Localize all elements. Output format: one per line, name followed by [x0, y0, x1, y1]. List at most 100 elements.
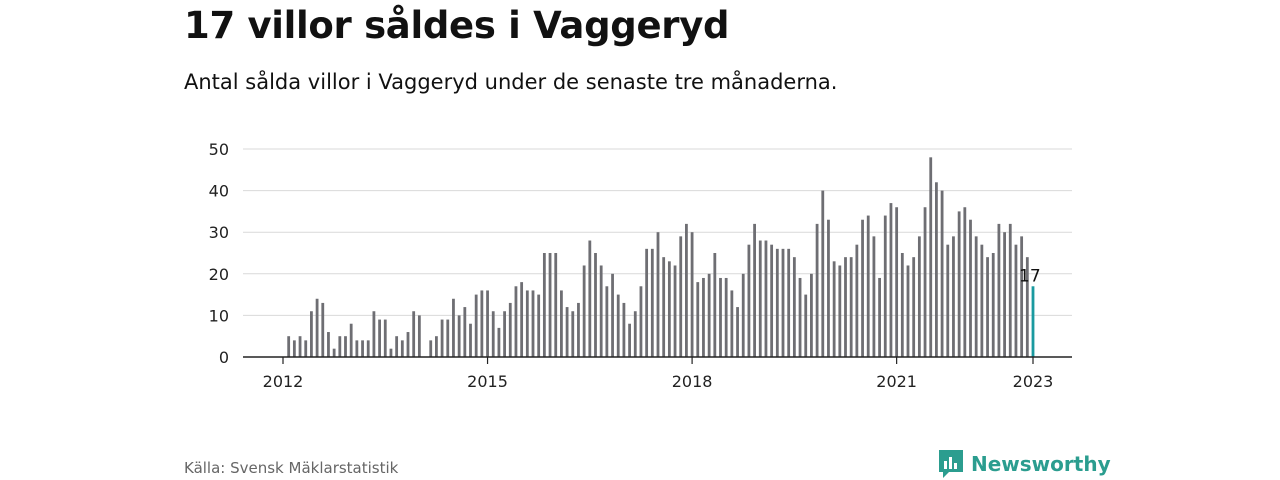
bar [452, 298, 455, 357]
bar [560, 290, 563, 357]
page-title: 17 villor såldes i Vaggeryd [184, 4, 730, 47]
bar [417, 315, 421, 357]
bar [957, 211, 961, 357]
bar [491, 311, 495, 357]
bar [855, 244, 859, 357]
bar [480, 290, 484, 357]
chart-y-ticks: 0 10 20 30 40 50 [209, 140, 229, 367]
bar [650, 248, 654, 357]
bar [781, 248, 785, 357]
bar [292, 340, 296, 357]
bar [861, 219, 864, 357]
bar [463, 307, 467, 357]
bar [327, 332, 330, 357]
bar [974, 236, 978, 357]
brand-name: Newsworthy [971, 452, 1111, 476]
bar [696, 282, 700, 357]
chart-last-value-label: 17 [1019, 266, 1041, 286]
bar [446, 319, 450, 357]
y-tick-label: 0 [219, 348, 229, 367]
bar [991, 253, 995, 357]
bar [440, 319, 444, 357]
bar [315, 298, 319, 357]
bar [310, 311, 313, 357]
bar-highlight [1031, 286, 1035, 357]
bar [736, 307, 739, 357]
x-tick-label: 2018 [672, 372, 713, 391]
bar [645, 248, 649, 357]
bar [508, 302, 512, 357]
x-tick-label: 2023 [1013, 372, 1054, 391]
bar [372, 311, 376, 357]
bar [628, 323, 631, 357]
bar [952, 236, 955, 357]
y-tick-label: 50 [209, 140, 229, 159]
bar [889, 203, 893, 357]
bar [1003, 232, 1006, 357]
bar [435, 336, 438, 357]
brand-logo[interactable]: Newsworthy [937, 449, 1111, 479]
bar [605, 286, 609, 357]
bar [298, 336, 302, 357]
bar [997, 223, 1001, 357]
chart-x-ticks: 2012 2015 2018 2021 2023 [263, 357, 1054, 391]
bar [469, 323, 472, 357]
source-note: Källa: Svensk Mäklarstatistik [184, 459, 399, 477]
bar [321, 302, 325, 357]
bar [810, 273, 813, 357]
bar [827, 219, 830, 357]
bar [571, 311, 575, 357]
bar [929, 157, 933, 357]
bar [577, 302, 580, 357]
bar [963, 207, 967, 357]
bar [787, 248, 791, 357]
bar [917, 236, 921, 357]
bar [1025, 257, 1029, 357]
bar [542, 253, 546, 357]
bar [770, 244, 774, 357]
bar [685, 223, 688, 357]
bar [775, 248, 779, 357]
bar [622, 302, 626, 357]
bar [753, 223, 756, 357]
x-tick-label: 2021 [876, 372, 917, 391]
bar [946, 244, 950, 357]
bar [287, 336, 291, 357]
y-tick-label: 20 [209, 265, 229, 284]
bar [747, 244, 751, 357]
bar [872, 236, 876, 357]
bar [662, 257, 666, 357]
bar [702, 277, 705, 357]
bar [832, 261, 836, 357]
bar [554, 253, 558, 357]
bar [537, 294, 541, 357]
chart-bars [287, 157, 1035, 357]
bar [349, 323, 353, 357]
bar [406, 332, 410, 357]
bar [844, 257, 847, 357]
bar [355, 340, 359, 357]
bar [429, 340, 433, 357]
bar [980, 244, 984, 357]
bar [673, 265, 677, 357]
bar [719, 277, 722, 357]
bar [883, 215, 887, 357]
bar [361, 340, 364, 357]
bar [594, 253, 597, 357]
y-tick-label: 40 [209, 182, 229, 201]
y-tick-label: 10 [209, 306, 229, 325]
bar [1014, 244, 1018, 357]
bar [878, 277, 881, 357]
bar [866, 215, 870, 357]
bar [486, 290, 489, 357]
bar [412, 311, 416, 357]
bar [599, 265, 603, 357]
bar [633, 311, 637, 357]
bar [940, 190, 944, 357]
bar [969, 219, 972, 357]
y-tick-label: 30 [209, 223, 229, 242]
bar [707, 273, 711, 357]
bar [741, 273, 745, 357]
bar [457, 315, 461, 357]
